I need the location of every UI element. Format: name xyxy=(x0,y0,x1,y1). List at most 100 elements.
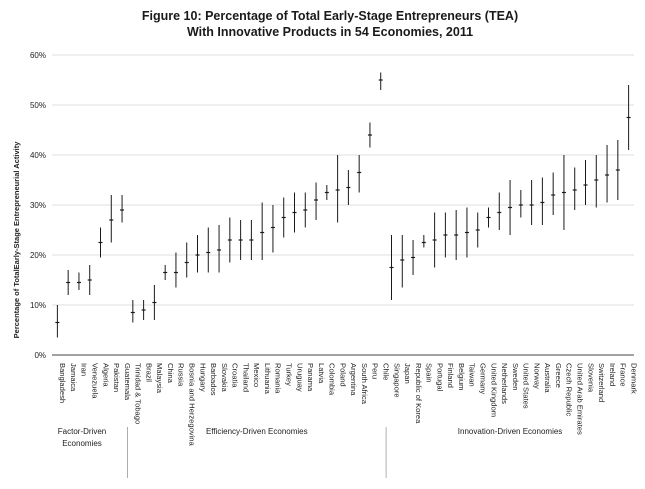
category-label: Germany xyxy=(479,363,488,394)
y-tick-label: 30% xyxy=(30,201,46,210)
error-bar-mark xyxy=(227,217,232,263)
error-bar-mark xyxy=(432,212,437,268)
group-labels: Factor-Driven Economies Efficiency-Driven … xyxy=(58,427,562,478)
error-bar-mark xyxy=(367,122,372,148)
category-label: Barbados xyxy=(209,363,218,396)
error-bar-mark xyxy=(109,195,114,243)
category-label: Australia xyxy=(543,363,552,393)
error-bar-mark xyxy=(141,300,146,320)
y-tick-label: 50% xyxy=(30,101,46,110)
category-label: Czech Republic xyxy=(565,363,574,416)
category-label: Venezuela xyxy=(91,363,100,399)
error-bar-mark xyxy=(378,72,383,90)
error-bar-mark xyxy=(626,85,631,150)
category-label: Argentina xyxy=(349,363,358,396)
chart-title-line2: With Innovative Products in 54 Economies… xyxy=(187,25,473,39)
error-bar-mark xyxy=(411,240,416,275)
category-label: Sweden xyxy=(511,363,520,390)
category-labels: Bangladesh Jamaica Iran Venezuela Algeria Pak… xyxy=(58,363,638,447)
y-tick-label: 0% xyxy=(34,351,46,360)
error-bar-mark xyxy=(130,300,135,323)
error-bar-mark xyxy=(529,180,534,225)
category-label: Algeria xyxy=(101,363,110,387)
category-label: United States xyxy=(522,363,531,409)
category-label: Thailand xyxy=(241,363,250,392)
category-label: Spain xyxy=(425,363,434,382)
category-label: Denmark xyxy=(629,363,638,394)
error-bar-mark xyxy=(206,227,211,273)
category-label: Iran xyxy=(80,363,89,376)
error-bar-mark xyxy=(540,177,545,225)
category-label: Bosnia and Herzegovina xyxy=(188,363,197,447)
error-bar-mark xyxy=(518,190,523,218)
error-bar-mark xyxy=(551,172,556,215)
category-label: China xyxy=(166,363,175,384)
category-label: Russia xyxy=(177,363,186,387)
error-bar-mark xyxy=(464,207,469,258)
gridlines xyxy=(52,54,634,306)
error-bar-mark xyxy=(583,160,588,205)
error-bar-mark xyxy=(594,155,599,208)
y-tick-label: 60% xyxy=(30,51,46,60)
category-label: Poland xyxy=(338,363,347,387)
error-bar-mark xyxy=(120,195,125,223)
category-label: Slovakia xyxy=(220,363,229,392)
category-label: Singapore xyxy=(392,363,401,398)
error-bar-mark xyxy=(572,167,577,210)
y-axis-label: Percentage of TotalEarly-Stage Entrepren… xyxy=(12,141,21,339)
category-label: Portugal xyxy=(435,363,444,392)
category-label: Trinidad & Tobago xyxy=(134,363,143,424)
group-label-line2: Economies xyxy=(62,439,102,448)
group-label: Efficiency-Driven Economies xyxy=(206,427,308,436)
error-bar-mark xyxy=(173,252,178,288)
error-bar-mark xyxy=(486,207,491,228)
group-label: Factor-Driven xyxy=(58,427,106,436)
y-tick-label: 10% xyxy=(30,301,46,310)
category-label: Hungary xyxy=(198,363,207,392)
error-bar-mark xyxy=(66,270,71,295)
category-label: Mexico xyxy=(252,363,261,387)
category-label: Republic of Korea xyxy=(414,363,423,424)
y-tick-label: 40% xyxy=(30,151,46,160)
error-bar-mark xyxy=(249,220,254,260)
error-bar-mark xyxy=(324,185,329,200)
error-bar-mark xyxy=(421,235,426,248)
category-label: Malaysia xyxy=(155,363,164,394)
error-bar-mark xyxy=(98,227,103,258)
category-label: Croatia xyxy=(231,363,240,388)
error-bar-mark xyxy=(346,170,351,205)
category-label: Jamaica xyxy=(69,363,78,392)
category-label: Belgium xyxy=(457,363,466,390)
y-axis-ticks: 0% 10% 20% 30% 40% 50% 60% xyxy=(30,51,46,360)
error-bar-mark xyxy=(184,242,189,278)
category-label: Ireland xyxy=(608,363,617,386)
error-bar-mark xyxy=(270,205,275,253)
error-bar-mark xyxy=(195,235,200,273)
category-label: France xyxy=(619,363,628,387)
error-bar-mark xyxy=(335,155,340,223)
category-label: Greece xyxy=(554,363,563,388)
error-bar-mark xyxy=(561,155,566,230)
error-bar-mark xyxy=(238,220,243,260)
category-label: Brazil xyxy=(144,363,153,382)
category-label: Bangladesh xyxy=(58,363,67,403)
error-bar-mark xyxy=(454,210,459,260)
category-label: Romania xyxy=(274,363,283,394)
error-bar-mark xyxy=(292,192,297,233)
error-bar-mark xyxy=(152,285,157,320)
error-bar-mark xyxy=(55,305,60,338)
category-label: Chile xyxy=(382,363,391,380)
category-label: Peru xyxy=(371,363,380,379)
error-bar-mark xyxy=(389,235,394,300)
error-bar-mark xyxy=(497,192,502,230)
category-label: Turkey xyxy=(285,363,294,386)
error-bar-mark xyxy=(475,212,480,248)
category-label: Guatemala xyxy=(123,363,132,401)
category-label: Pakistan xyxy=(112,363,121,392)
error-bar-mark xyxy=(260,202,265,260)
category-label: Panama xyxy=(306,363,315,392)
category-label: Slovenia xyxy=(586,363,595,393)
category-label: Switzerland xyxy=(597,363,606,402)
error-bar-mark xyxy=(357,155,362,193)
